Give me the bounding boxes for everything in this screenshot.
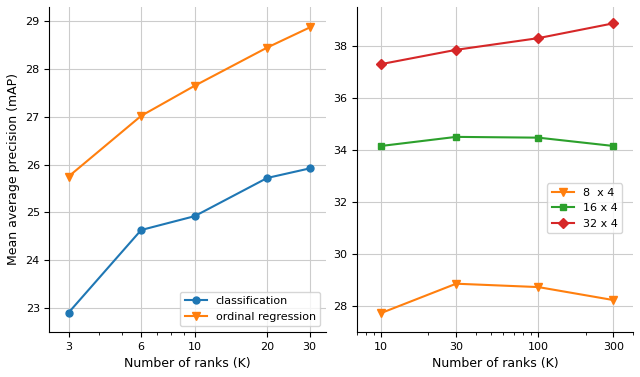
Y-axis label: Mean average precision (mAP): Mean average precision (mAP) bbox=[7, 74, 20, 265]
ordinal regression bbox=[264, 45, 271, 50]
8  x 4 bbox=[452, 282, 460, 286]
classification bbox=[306, 166, 314, 171]
16 x 4 bbox=[452, 135, 460, 139]
Line: classification: classification bbox=[65, 165, 313, 316]
classification bbox=[264, 176, 271, 180]
8  x 4 bbox=[534, 285, 542, 289]
ordinal regression bbox=[138, 113, 145, 118]
X-axis label: Number of ranks (K): Number of ranks (K) bbox=[124, 357, 251, 370]
Line: 16 x 4: 16 x 4 bbox=[378, 133, 617, 149]
classification bbox=[65, 310, 72, 315]
ordinal regression bbox=[191, 83, 198, 88]
ordinal regression bbox=[306, 25, 314, 30]
32 x 4 bbox=[609, 21, 617, 26]
32 x 4 bbox=[377, 62, 385, 66]
16 x 4 bbox=[609, 144, 617, 148]
Line: 8  x 4: 8 x 4 bbox=[377, 279, 618, 317]
8  x 4 bbox=[609, 298, 617, 302]
32 x 4 bbox=[452, 48, 460, 52]
Line: ordinal regression: ordinal regression bbox=[65, 23, 314, 181]
16 x 4 bbox=[377, 144, 385, 148]
Legend: 8  x 4, 16 x 4, 32 x 4: 8 x 4, 16 x 4, 32 x 4 bbox=[547, 183, 622, 233]
8  x 4 bbox=[377, 311, 385, 315]
classification bbox=[138, 228, 145, 232]
X-axis label: Number of ranks (K): Number of ranks (K) bbox=[431, 357, 558, 370]
classification bbox=[191, 214, 198, 218]
ordinal regression bbox=[65, 174, 72, 179]
Line: 32 x 4: 32 x 4 bbox=[378, 20, 617, 67]
16 x 4 bbox=[534, 135, 542, 140]
32 x 4 bbox=[534, 36, 542, 40]
Legend: classification, ordinal regression: classification, ordinal regression bbox=[180, 292, 320, 326]
